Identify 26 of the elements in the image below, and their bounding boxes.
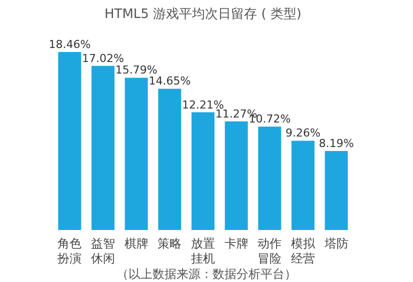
x-tick-label: 放置挂机 — [191, 236, 215, 266]
x-tick-label: 棋牌 — [124, 236, 148, 250]
data-label: 15.79% — [115, 64, 158, 77]
x-tick-label: 角色扮演 — [56, 236, 82, 266]
bar — [58, 52, 82, 230]
data-label: 18.46% — [48, 38, 91, 51]
data-label: 17.02% — [82, 52, 124, 65]
x-tick-label: 卡牌 — [224, 236, 248, 250]
bar — [224, 121, 248, 230]
bar — [258, 126, 282, 230]
x-tick-label: 策略 — [158, 236, 182, 250]
bar — [192, 112, 214, 230]
bar — [158, 88, 182, 230]
chart-title: HTML5 游戏平均次日留存 ( 类型) — [104, 7, 302, 22]
bar — [324, 151, 348, 230]
x-tick-label: 塔防 — [323, 236, 348, 250]
data-label: 9.26% — [286, 126, 320, 140]
data-label: 8.19% — [318, 137, 354, 150]
x-tick-label: 益智休闲 — [91, 236, 115, 266]
x-tick-label: 模拟经营 — [291, 236, 316, 266]
bar — [92, 66, 114, 230]
x-tick-label: 动作冒险 — [258, 236, 282, 266]
bar — [124, 78, 148, 230]
bar — [292, 140, 314, 230]
text: （以上数据来源：数据分析平台） — [116, 266, 298, 282]
data-label: 14.65% — [148, 74, 191, 88]
